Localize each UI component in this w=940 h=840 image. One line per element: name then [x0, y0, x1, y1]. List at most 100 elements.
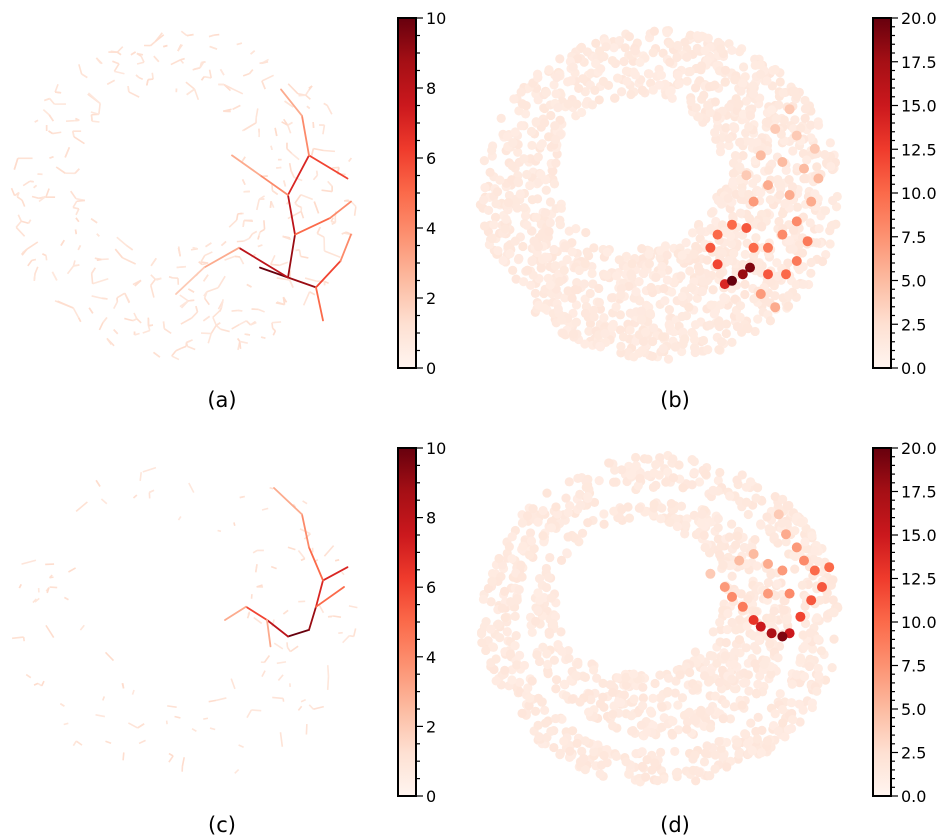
network-edge	[95, 57, 103, 65]
network-node	[650, 758, 660, 768]
network-node	[677, 291, 687, 302]
network-edge	[261, 60, 269, 65]
network-edge	[136, 52, 142, 57]
network-edge	[138, 739, 146, 745]
network-node	[668, 716, 678, 726]
network-node	[556, 315, 567, 325]
network-node	[715, 550, 725, 560]
hotspot-edge	[238, 246, 289, 279]
hotspot-node	[777, 157, 788, 167]
network-edge	[308, 704, 314, 710]
network-node	[677, 693, 688, 703]
network-node	[525, 528, 536, 538]
hotspot-node	[813, 173, 824, 184]
network-node	[624, 32, 634, 42]
network-node	[493, 246, 503, 256]
network-node	[680, 334, 690, 344]
network-node	[533, 720, 543, 730]
network-node	[714, 677, 725, 688]
network-edge	[269, 201, 272, 208]
network-edge	[332, 166, 340, 169]
panel-c: 0 2 4 6 8 10	[11, 439, 446, 806]
network-node	[703, 100, 713, 110]
network-edge	[48, 114, 54, 122]
network-node	[675, 670, 685, 680]
network-edge	[10, 187, 16, 196]
network-node	[647, 765, 657, 775]
network-node	[495, 175, 505, 185]
hotspot-edge	[294, 217, 331, 236]
network-edge	[195, 305, 199, 313]
network-node	[598, 76, 609, 86]
network-node	[778, 209, 788, 219]
hotspot-node	[777, 229, 788, 240]
network-node	[630, 46, 640, 56]
colorbar-tick-label: 5.0	[901, 272, 926, 291]
network-node	[714, 736, 724, 747]
network-node	[775, 190, 785, 200]
network-node	[573, 659, 583, 669]
network-node	[796, 654, 806, 665]
network-node	[788, 715, 798, 725]
network-node	[729, 659, 739, 669]
network-edge	[250, 50, 256, 55]
hotspot-node	[763, 558, 773, 569]
network-node	[680, 529, 690, 539]
network-node	[665, 57, 675, 67]
network-node	[577, 746, 587, 756]
network-node	[635, 57, 645, 67]
network-edge	[316, 232, 325, 238]
network-node	[629, 694, 639, 704]
network-node	[530, 288, 541, 298]
network-node	[495, 633, 505, 643]
network-edge	[286, 148, 293, 155]
network-edge	[297, 705, 303, 711]
network-node	[621, 251, 632, 262]
network-edge	[252, 549, 258, 554]
network-node	[718, 714, 728, 724]
network-edge	[101, 297, 108, 300]
network-node	[517, 518, 527, 528]
network-node	[727, 617, 737, 628]
network-node	[617, 504, 627, 514]
network-edge	[146, 79, 149, 85]
network-node	[721, 319, 732, 329]
network-node	[621, 66, 632, 76]
network-node	[504, 542, 514, 552]
network-edge	[281, 121, 289, 126]
network-node	[778, 494, 788, 504]
network-node	[563, 99, 573, 109]
network-node	[581, 301, 592, 312]
network-node	[571, 317, 581, 327]
background-network	[10, 30, 357, 361]
network-node	[636, 720, 646, 730]
network-edge	[104, 651, 115, 662]
network-node	[637, 244, 647, 254]
network-node	[705, 320, 715, 330]
network-edge	[269, 486, 274, 490]
network-edge	[294, 202, 299, 207]
network-node	[572, 99, 582, 109]
panel-b: 0.0 2.5 5.0 7.5 10.0 12.5 15.0 17.5 20.0	[475, 9, 937, 378]
network-node	[621, 757, 631, 767]
colorbar-tick-label: 7.5	[901, 228, 926, 247]
colorbar	[397, 447, 417, 797]
network-edge	[234, 255, 240, 258]
network-edge	[57, 300, 74, 309]
network-node	[627, 726, 637, 736]
network-edge	[275, 301, 285, 306]
network-node	[582, 247, 592, 257]
network-edge	[318, 603, 325, 614]
network-edge	[193, 88, 200, 100]
hotspot-node	[809, 565, 820, 576]
network-node	[592, 673, 602, 683]
network-edge	[95, 714, 106, 718]
network-node	[662, 250, 672, 260]
network-node	[594, 283, 604, 294]
network-node	[599, 750, 609, 761]
network-edge	[261, 670, 266, 677]
network-node	[509, 94, 519, 104]
network-node	[548, 166, 558, 176]
network-node	[729, 248, 739, 259]
network-node	[638, 682, 648, 692]
